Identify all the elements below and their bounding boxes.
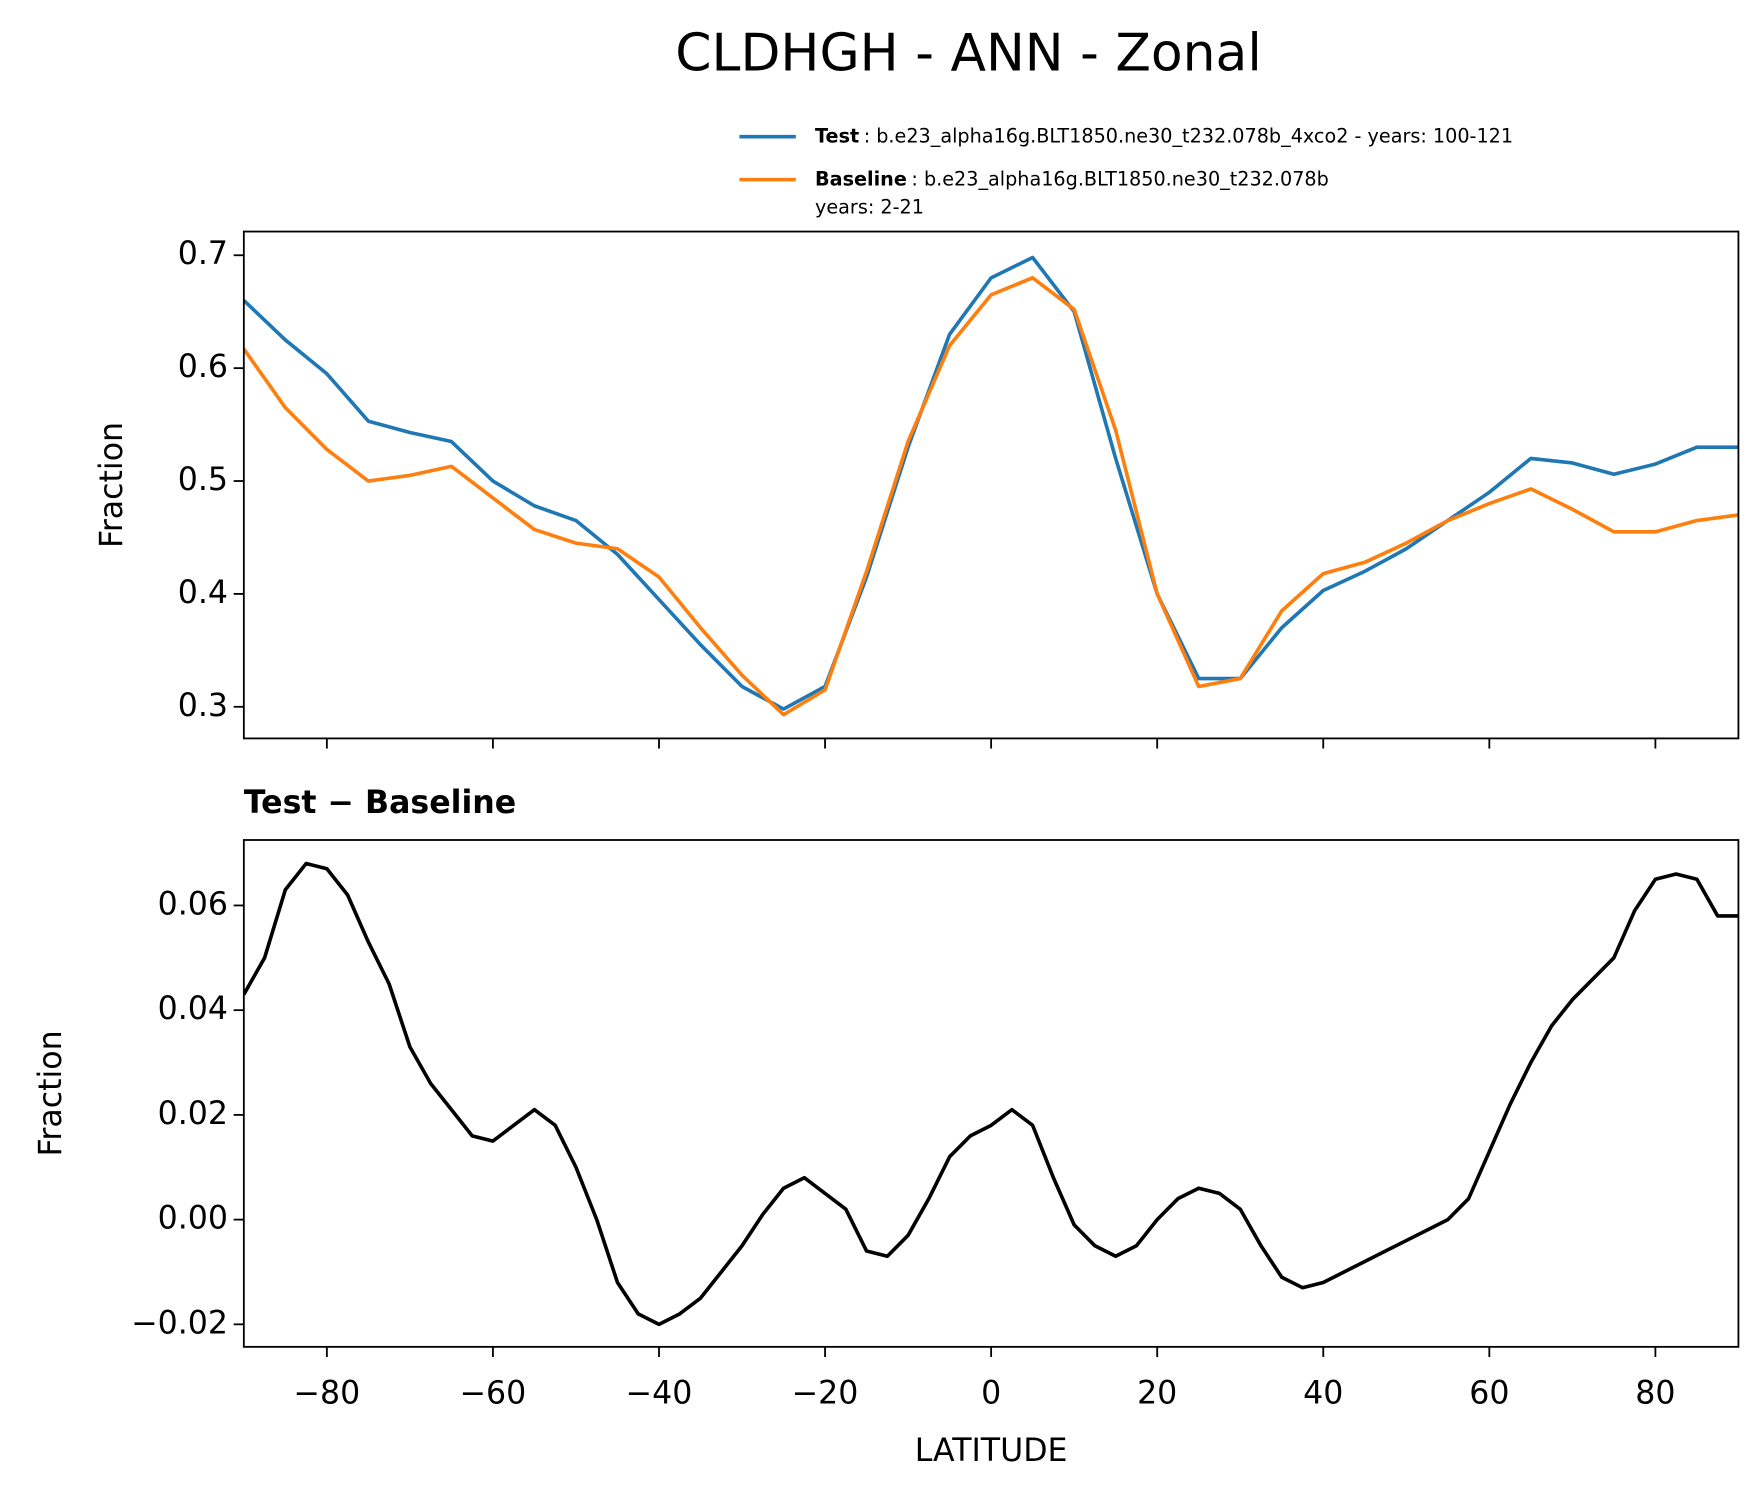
legend-entry: Test: b.e23_alpha16g.BLT1850.ne30_t232.0…: [815, 124, 1513, 147]
axes-title: Test − Baseline: [244, 785, 516, 821]
x-tick-label: 0: [981, 1375, 1001, 1411]
y-axis-label: Fraction: [33, 1030, 69, 1156]
y-tick-label: 0.4: [178, 575, 228, 611]
x-tick-label: −40: [626, 1375, 693, 1411]
y-tick-label: 0.06: [158, 886, 228, 922]
y-tick-label: 0.00: [158, 1201, 228, 1237]
x-tick-label: 20: [1137, 1375, 1177, 1411]
data-line: [243, 276, 1739, 717]
y-tick-label: 0.3: [178, 688, 228, 724]
data-line: [243, 861, 1739, 1327]
x-tick-label: 80: [1635, 1375, 1675, 1411]
y-tick-label: 0.7: [178, 236, 228, 272]
legend-name: Baseline: [815, 167, 907, 190]
x-tick-label: −80: [294, 1375, 361, 1411]
y-tick-label: 0.02: [158, 1096, 228, 1132]
legend-description: : b.e23_alpha16g.BLT1850.ne30_t232.078b: [911, 167, 1328, 190]
axes-frame: [242, 839, 1740, 1348]
x-tick-label: −60: [460, 1375, 527, 1411]
legend-description: : b.e23_alpha16g.BLT1850.ne30_t232.078b_…: [864, 124, 1513, 147]
x-tick-label: 60: [1469, 1375, 1509, 1411]
x-axis-label: LATITUDE: [915, 1433, 1068, 1469]
axes-frame: [242, 230, 1740, 740]
x-tick-label: 40: [1303, 1375, 1343, 1411]
x-tick-label: −20: [792, 1375, 859, 1411]
y-tick-label: 0.5: [178, 462, 228, 498]
y-tick-label: −0.02: [131, 1305, 228, 1341]
y-tick-label: 0.6: [178, 349, 228, 385]
figure-title: CLDHGH - ANN - Zonal: [675, 24, 1261, 84]
legend-entry: Baseline: b.e23_alpha16g.BLT1850.ne30_t2…: [815, 167, 1329, 190]
y-tick-label: 0.04: [158, 991, 228, 1027]
data-line: [243, 255, 1739, 711]
legend-name: Test: [815, 124, 859, 147]
legend-description: years: 2-21: [815, 195, 924, 218]
y-axis-label: Fraction: [94, 422, 130, 548]
